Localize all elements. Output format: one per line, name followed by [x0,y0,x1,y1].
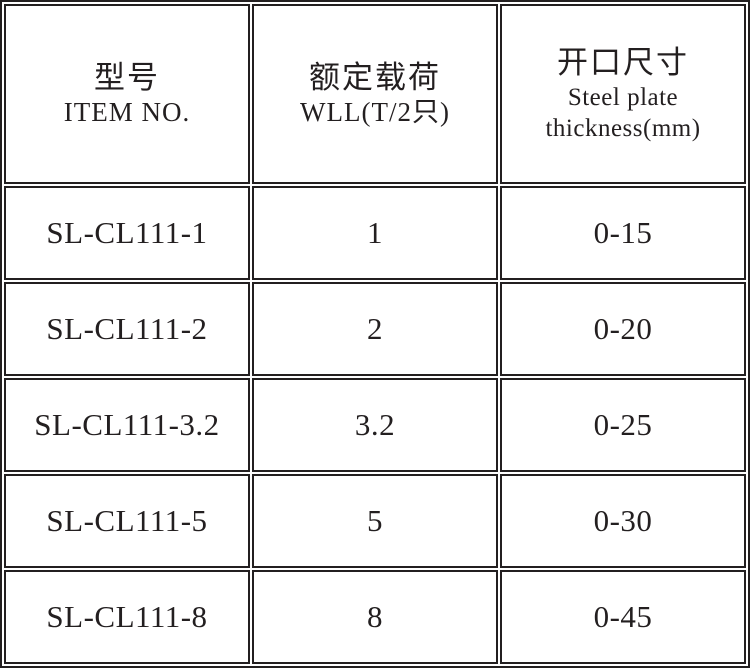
header-thickness-en-line2: thickness(mm) [545,114,701,142]
cell-thickness: 0-25 [500,378,746,472]
header-thickness-cn: 开口尺寸 [557,44,689,80]
table-row: SL-CL111-1 1 0-15 [4,186,746,280]
header-item-no-en: ITEM NO. [63,97,191,128]
header-cell-thickness: 开口尺寸 Steel plate thickness(mm) [500,4,746,184]
cell-wll: 1 [252,186,498,280]
cell-wll: 8 [252,570,498,664]
header-cell-item-no: 型号 ITEM NO. [4,4,250,184]
table-row: SL-CL111-3.2 3.2 0-25 [4,378,746,472]
cell-wll: 2 [252,282,498,376]
cell-item-no: SL-CL111-3.2 [4,378,250,472]
cell-item-no: SL-CL111-5 [4,474,250,568]
cell-wll: 5 [252,474,498,568]
table-row: SL-CL111-8 8 0-45 [4,570,746,664]
header-thickness-en-line1: Steel plate [567,83,679,111]
header-cell-wll: 额定载荷 WLL(T/2只) [252,4,498,184]
cell-wll: 3.2 [252,378,498,472]
table-row: SL-CL111-2 2 0-20 [4,282,746,376]
header-wll-en: WLL(T/2只) [300,97,450,128]
cell-item-no: SL-CL111-2 [4,282,250,376]
cell-thickness: 0-45 [500,570,746,664]
header-row: 型号 ITEM NO. 额定载荷 WLL(T/2只) 开口尺寸 Steel pl… [4,4,746,184]
cell-item-no: SL-CL111-8 [4,570,250,664]
header-item-no-cn: 型号 [94,59,160,95]
table-row: SL-CL111-5 5 0-30 [4,474,746,568]
cell-item-no: SL-CL111-1 [4,186,250,280]
cell-thickness: 0-15 [500,186,746,280]
header-wll-cn: 额定载荷 [309,59,441,95]
cell-thickness: 0-30 [500,474,746,568]
cell-thickness: 0-20 [500,282,746,376]
